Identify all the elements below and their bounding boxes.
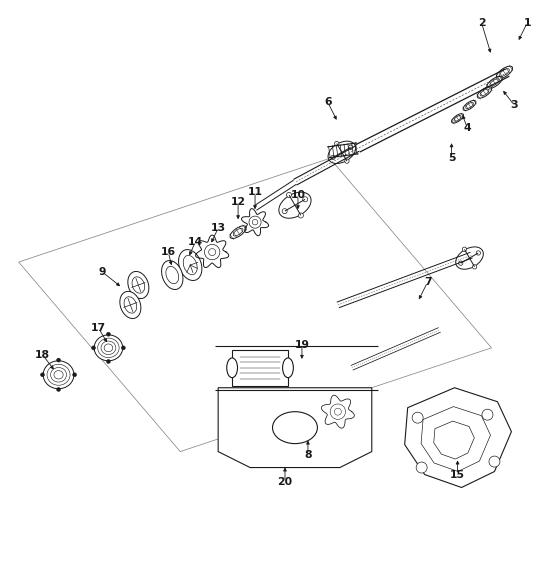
Polygon shape — [218, 388, 372, 467]
Ellipse shape — [101, 341, 116, 355]
Ellipse shape — [162, 260, 183, 290]
Circle shape — [249, 216, 261, 228]
Ellipse shape — [183, 255, 197, 275]
Ellipse shape — [463, 100, 476, 111]
Ellipse shape — [94, 335, 123, 361]
Text: 11: 11 — [248, 187, 263, 197]
Ellipse shape — [230, 226, 246, 238]
Ellipse shape — [279, 192, 311, 218]
Ellipse shape — [227, 358, 238, 378]
Polygon shape — [421, 406, 490, 471]
Ellipse shape — [43, 361, 74, 389]
Ellipse shape — [451, 114, 464, 123]
Circle shape — [482, 409, 493, 420]
Circle shape — [335, 141, 339, 146]
Text: 13: 13 — [210, 223, 226, 233]
Ellipse shape — [120, 291, 141, 319]
Ellipse shape — [107, 332, 110, 336]
Ellipse shape — [487, 76, 502, 88]
Ellipse shape — [466, 103, 473, 108]
Text: 9: 9 — [99, 267, 106, 277]
Ellipse shape — [98, 338, 119, 357]
Ellipse shape — [328, 141, 355, 164]
Polygon shape — [434, 421, 474, 459]
Text: 18: 18 — [35, 350, 50, 360]
Ellipse shape — [499, 69, 509, 76]
Circle shape — [459, 261, 463, 265]
Text: 8: 8 — [304, 450, 312, 459]
Text: 6: 6 — [324, 97, 331, 108]
Ellipse shape — [121, 346, 126, 350]
Ellipse shape — [490, 79, 499, 86]
Circle shape — [209, 249, 215, 255]
Circle shape — [252, 219, 258, 225]
Ellipse shape — [496, 66, 513, 79]
Polygon shape — [232, 350, 288, 386]
Ellipse shape — [73, 373, 76, 377]
Text: 19: 19 — [295, 340, 310, 350]
Text: 17: 17 — [91, 323, 106, 333]
Circle shape — [303, 197, 308, 202]
Ellipse shape — [128, 271, 149, 299]
Ellipse shape — [282, 358, 294, 378]
Text: 10: 10 — [291, 190, 305, 200]
Ellipse shape — [107, 360, 110, 364]
Ellipse shape — [179, 250, 202, 280]
Polygon shape — [405, 388, 512, 487]
Text: 4: 4 — [464, 123, 472, 133]
Ellipse shape — [233, 229, 243, 236]
Ellipse shape — [477, 87, 492, 98]
Ellipse shape — [480, 89, 489, 96]
Ellipse shape — [47, 364, 70, 385]
Circle shape — [299, 213, 304, 218]
Circle shape — [349, 145, 353, 149]
Circle shape — [476, 251, 480, 255]
Ellipse shape — [132, 277, 145, 293]
Circle shape — [204, 245, 220, 260]
Circle shape — [331, 155, 335, 160]
Circle shape — [416, 462, 427, 473]
Circle shape — [489, 456, 500, 467]
Ellipse shape — [166, 266, 179, 284]
Text: 7: 7 — [424, 277, 431, 287]
Ellipse shape — [124, 297, 137, 313]
Text: 3: 3 — [511, 100, 518, 111]
Text: 5: 5 — [448, 153, 455, 164]
Ellipse shape — [456, 247, 483, 269]
Ellipse shape — [56, 358, 61, 362]
Circle shape — [282, 209, 287, 214]
Circle shape — [286, 193, 291, 197]
Ellipse shape — [56, 388, 61, 392]
Text: 1: 1 — [523, 18, 531, 28]
Ellipse shape — [92, 346, 95, 350]
Circle shape — [345, 159, 349, 163]
Ellipse shape — [104, 344, 113, 352]
Ellipse shape — [51, 368, 66, 382]
Text: 16: 16 — [161, 247, 176, 257]
Circle shape — [462, 247, 466, 251]
Text: 14: 14 — [187, 237, 203, 247]
Circle shape — [473, 264, 477, 269]
Circle shape — [334, 408, 341, 415]
Ellipse shape — [54, 370, 63, 379]
Ellipse shape — [272, 412, 318, 443]
Circle shape — [330, 404, 345, 420]
Text: 12: 12 — [230, 197, 246, 207]
Text: 15: 15 — [450, 470, 465, 479]
Ellipse shape — [454, 116, 461, 121]
Text: 2: 2 — [478, 18, 485, 28]
Circle shape — [412, 412, 423, 423]
Text: 20: 20 — [277, 477, 292, 487]
Ellipse shape — [41, 373, 45, 377]
